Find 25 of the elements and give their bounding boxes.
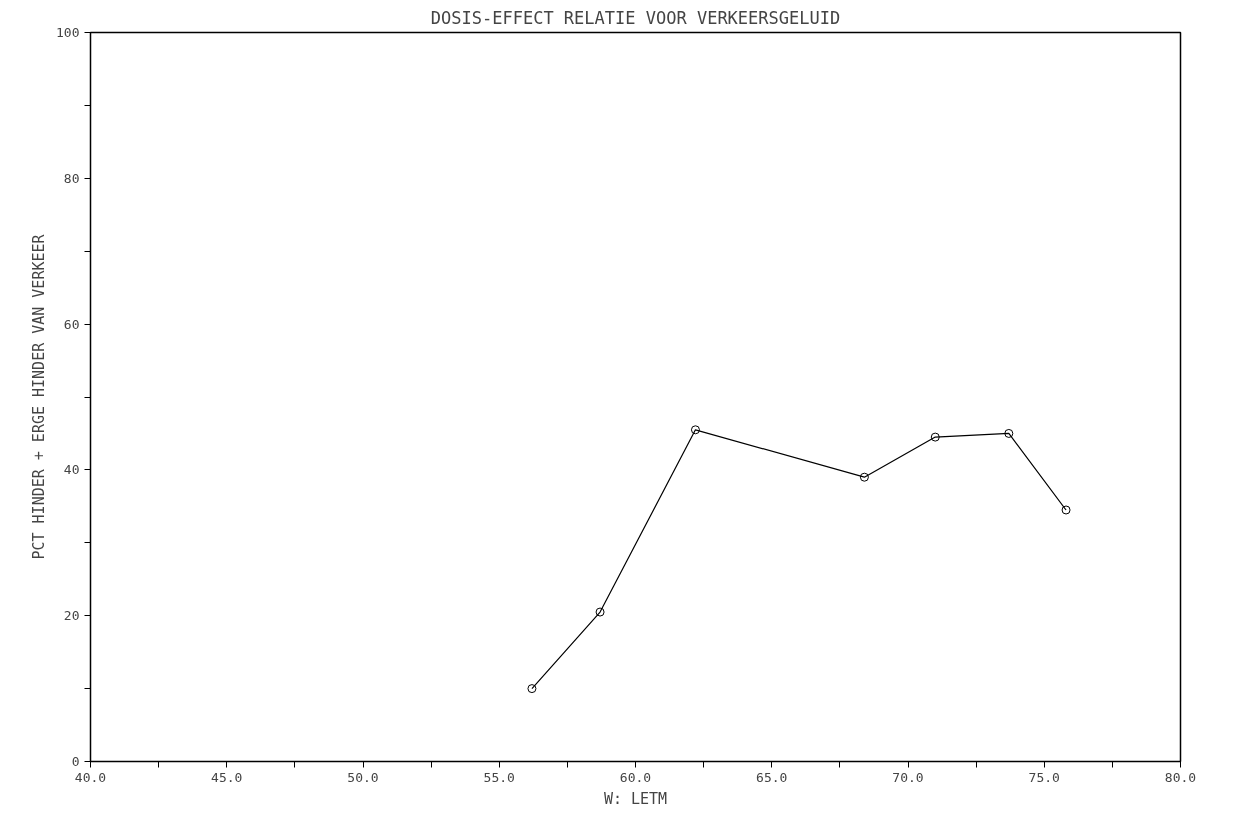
chart-title: DOSIS-EFFECT RELATIE VOOR VERKEERSGELUID	[430, 7, 841, 28]
point	[595, 607, 605, 617]
x-tick-label: 60.0	[619, 769, 652, 785]
x-tick-label: 55.0	[483, 769, 515, 785]
y-tick-label: 100	[56, 25, 80, 40]
x-axis-title: W: LETM	[603, 789, 668, 808]
x-tick-label: 45.0	[211, 769, 243, 785]
x-tick-label: 65.0	[756, 769, 788, 785]
x-tick-label: 40.0	[74, 769, 107, 785]
point	[527, 684, 537, 694]
y-tick-label: 40	[63, 462, 80, 478]
x-tick-label: 80.0	[1164, 769, 1197, 785]
point	[859, 472, 869, 482]
point	[690, 425, 700, 435]
point	[1004, 428, 1014, 438]
y-tick-label: 60	[63, 316, 80, 332]
y-tick-label: 80	[63, 170, 80, 186]
point	[1061, 505, 1071, 515]
x-tick-label: 50.0	[347, 769, 379, 785]
x-tick-label: 75.0	[1028, 769, 1060, 785]
y-axis-title: PCT HINDER + ERGE HINDER VAN VERKEER	[30, 233, 49, 560]
x-tick-label: 70.0	[892, 769, 924, 785]
point	[930, 432, 940, 442]
y-tick-label: 0	[71, 754, 80, 769]
y-tick-label: 20	[63, 608, 80, 624]
